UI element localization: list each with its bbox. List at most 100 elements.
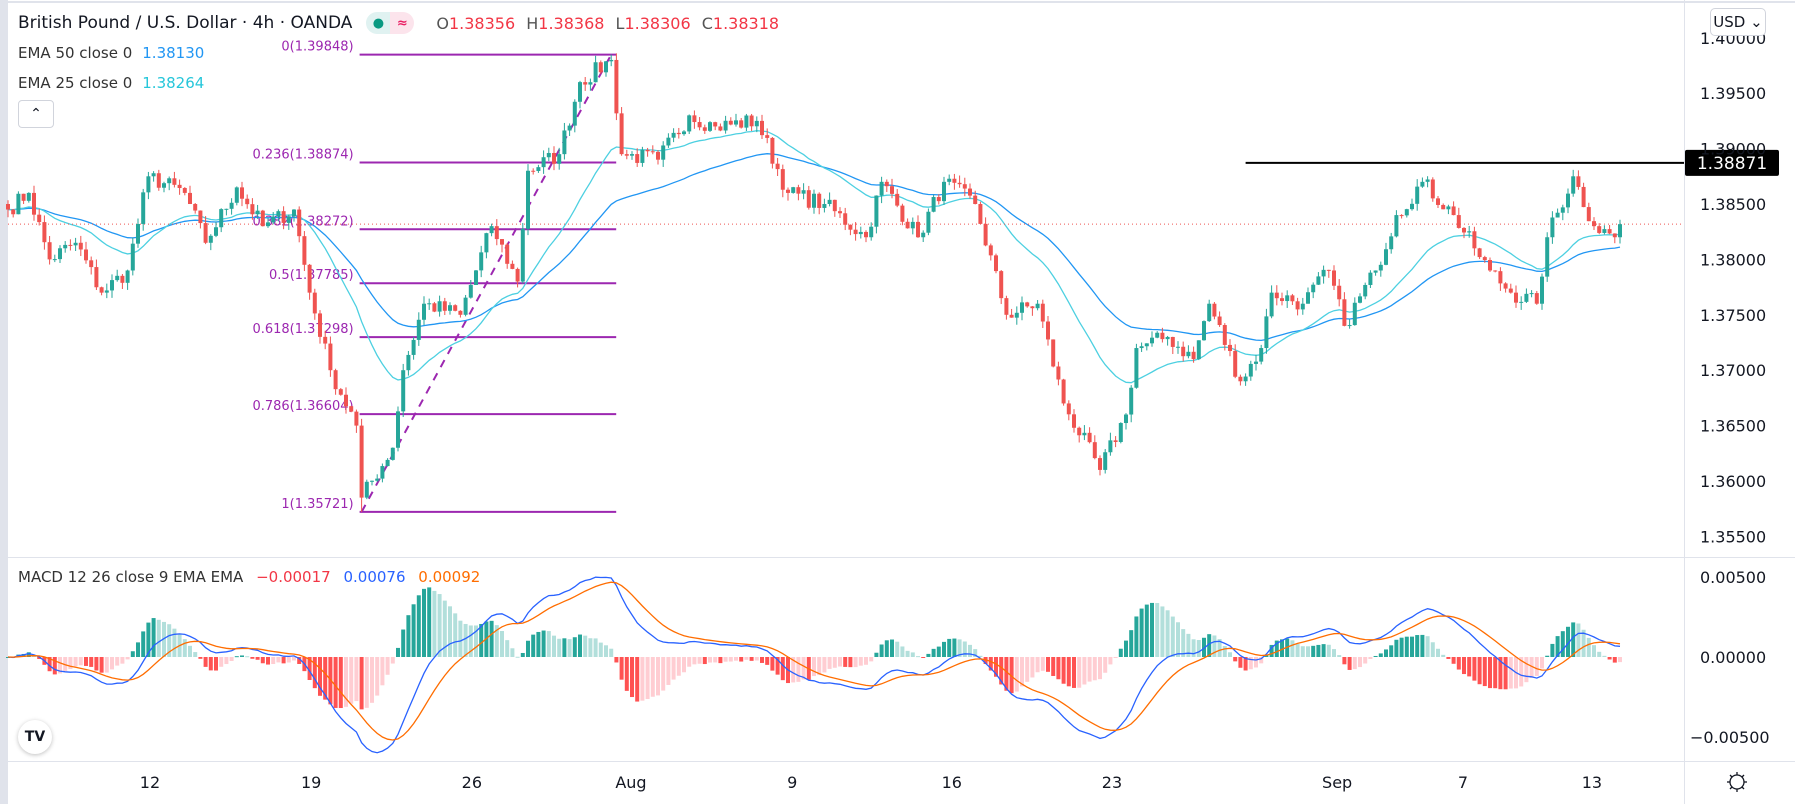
candle-body bbox=[817, 193, 822, 208]
candle-body bbox=[198, 210, 203, 224]
macd-histogram-bar bbox=[1014, 657, 1019, 692]
macd-histogram-bar bbox=[1425, 636, 1430, 657]
candle bbox=[1170, 336, 1175, 355]
macd-histogram-bar bbox=[1222, 646, 1227, 657]
candle bbox=[1410, 198, 1414, 211]
candle-body bbox=[385, 459, 390, 467]
macd-histogram-bar bbox=[245, 656, 250, 658]
candle-body bbox=[99, 287, 104, 293]
candle-body bbox=[411, 339, 416, 355]
candle bbox=[624, 149, 629, 160]
candle bbox=[437, 295, 442, 317]
candle bbox=[1612, 233, 1617, 244]
macd-histogram-bar bbox=[666, 657, 671, 685]
macd-histogram-bar bbox=[416, 595, 421, 657]
candle bbox=[1352, 297, 1357, 326]
candle bbox=[1529, 290, 1534, 298]
candle-body bbox=[146, 176, 151, 193]
candle-body bbox=[479, 252, 484, 271]
collapse-legend-button[interactable]: ⌃ bbox=[18, 100, 54, 128]
macd-histogram-bar bbox=[234, 656, 239, 658]
macd-legend[interactable]: MACD 12 26 close 9 EMA EMA −0.00017 0.00… bbox=[18, 568, 480, 586]
candle bbox=[151, 171, 156, 182]
macd-histogram-bar bbox=[1077, 657, 1082, 688]
ema50-legend[interactable]: EMA 50 close 0 1.38130 bbox=[18, 38, 779, 68]
macd-histogram-bar bbox=[208, 657, 213, 671]
macd-histogram-bar bbox=[1004, 657, 1009, 691]
time-axis-tick: 26 bbox=[462, 773, 482, 792]
macd-histogram-bar bbox=[520, 652, 525, 657]
macd-histogram-bar bbox=[801, 657, 806, 680]
candle-body bbox=[312, 292, 317, 314]
fib-level-label: 0.786(1.36604) bbox=[252, 399, 353, 414]
candle-body bbox=[853, 229, 858, 235]
candle bbox=[1056, 361, 1061, 386]
macd-signal-value: 0.00092 bbox=[418, 568, 481, 586]
candle bbox=[1514, 285, 1518, 308]
candle-body bbox=[1254, 361, 1258, 364]
candle-body bbox=[1238, 376, 1243, 382]
candle bbox=[1285, 290, 1290, 308]
candle bbox=[734, 113, 738, 127]
settings-gear-icon[interactable] bbox=[1727, 772, 1747, 792]
candle bbox=[791, 186, 796, 194]
horizontal-line-drawing[interactable]: 1.38871 bbox=[1245, 149, 1779, 176]
candle-body bbox=[624, 154, 629, 156]
macd-histogram-bar bbox=[141, 631, 146, 657]
macd-histogram-bar bbox=[1290, 640, 1295, 657]
candle bbox=[1030, 306, 1035, 316]
macd-histogram-bar bbox=[593, 638, 598, 657]
macd-histogram-bar bbox=[947, 638, 952, 657]
candle bbox=[593, 55, 598, 83]
macd-histogram-bar bbox=[1488, 657, 1492, 689]
candle-body bbox=[1472, 231, 1477, 249]
macd-histogram-bar bbox=[349, 657, 354, 704]
macd-histogram-bar bbox=[1389, 645, 1394, 657]
macd-histogram-bar bbox=[942, 641, 946, 657]
candle bbox=[1566, 188, 1570, 214]
macd-histogram-bar bbox=[94, 657, 99, 671]
axes[interactable]: 1.400001.395001.390001.385001.380001.375… bbox=[140, 29, 1770, 792]
candle bbox=[318, 310, 322, 344]
candle bbox=[676, 127, 681, 139]
macd-histogram-bar bbox=[494, 625, 499, 657]
candle-body bbox=[973, 195, 978, 204]
candle bbox=[442, 297, 447, 316]
candle bbox=[266, 217, 270, 228]
candle-body bbox=[1503, 283, 1508, 289]
ema25-legend[interactable]: EMA 25 close 0 1.38264 bbox=[18, 68, 779, 98]
candle bbox=[879, 176, 884, 204]
macd-histogram-bar bbox=[26, 652, 31, 657]
candle bbox=[1269, 285, 1274, 319]
macd-histogram-bar bbox=[718, 657, 723, 664]
candle bbox=[1540, 273, 1544, 310]
macd-axis-tick: 0.00500 bbox=[1700, 568, 1766, 587]
candle-body bbox=[1160, 332, 1165, 340]
macd-histogram-bar bbox=[624, 657, 629, 691]
candle bbox=[619, 107, 624, 156]
candle-body bbox=[713, 122, 718, 127]
candle bbox=[1139, 342, 1144, 352]
macd-histogram-bar bbox=[52, 657, 57, 675]
macd-histogram-bar bbox=[255, 657, 260, 660]
candle bbox=[130, 237, 135, 276]
candle-body bbox=[1274, 292, 1279, 299]
symbol-title[interactable]: British Pound / U.S. Dollar · 4h · OANDA bbox=[18, 13, 353, 33]
candle-body bbox=[858, 231, 863, 235]
candle bbox=[47, 235, 52, 265]
candle bbox=[858, 226, 863, 239]
candle-body bbox=[1181, 346, 1186, 357]
candle-body bbox=[734, 120, 738, 125]
candle-body bbox=[78, 242, 83, 250]
candle-body bbox=[1269, 292, 1274, 317]
market-status-badge[interactable]: ● ≈ bbox=[366, 12, 415, 34]
macd-histogram-bar bbox=[531, 634, 536, 657]
macd-histogram-bar bbox=[297, 657, 302, 664]
candle bbox=[838, 207, 842, 219]
currency-button[interactable]: USD ⌄ bbox=[1710, 8, 1766, 36]
candle bbox=[1482, 255, 1487, 263]
tradingview-logo-icon[interactable]: TV bbox=[18, 720, 52, 754]
macd-histogram-bar bbox=[1129, 630, 1134, 657]
candle bbox=[1618, 219, 1622, 244]
